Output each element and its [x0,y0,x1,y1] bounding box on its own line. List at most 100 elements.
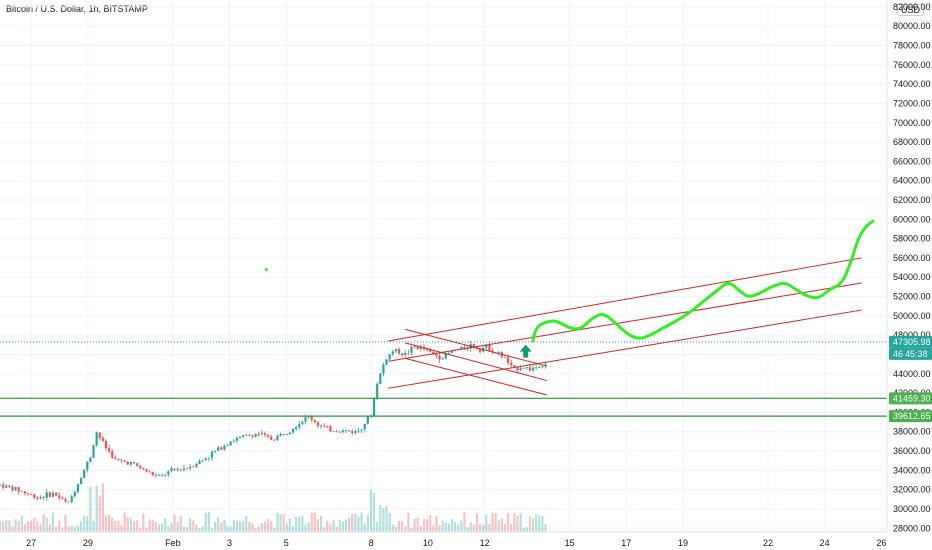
candle-body [179,469,182,471]
price-axis: 82000.00 80000.00 78000.00 76000.00 74000.00… [886,0,931,533]
time-tick-label: 3 [227,538,232,548]
volume-bar [332,520,335,532]
candle-body [204,458,207,460]
candlesticks [0,341,547,504]
volume-bar [372,492,376,532]
volume-bar [123,512,126,532]
candle-body [132,462,136,464]
price-tick-label: 36000.00 [893,446,931,456]
support-level-badge-bg [889,410,932,423]
candle-body [235,437,239,441]
candle-body [201,459,204,461]
volume-bar [185,527,189,532]
volume-bar [444,522,447,532]
candle-body [242,435,245,437]
volume-bar [438,525,441,532]
time-tick-label: 10 [423,538,433,548]
volume-bar [488,523,491,532]
time-tick-label: 26 [876,538,886,548]
candle-body [366,416,369,424]
candle-body [438,355,441,360]
volume-bar [70,525,73,532]
volume-bar [397,521,401,532]
volume-bar [26,521,30,532]
candle-body [45,492,48,498]
forecast-path [531,219,875,343]
volume-bar [117,520,120,532]
volume-bar [401,521,404,532]
candle-body [254,434,257,437]
price-tick-label: 64000.00 [893,176,931,186]
candle-body [541,366,544,368]
volume-bar [189,518,192,532]
ascending-channel-line [388,257,862,342]
volume-bar [108,514,111,532]
volume-bars [0,483,547,532]
countdown-badge: 46 45:38 [889,347,932,360]
candle-body [351,431,354,434]
volume-bar [210,527,214,532]
candle-body [357,430,360,432]
volume-bar [516,515,519,532]
volume-bar [351,514,354,532]
candle-body [123,460,126,462]
volume-bar [73,526,76,532]
descending-channel-line [405,342,548,382]
chart-title: Bitcoin / U.S. Dollar, 1h, BITSTAMP [6,4,148,14]
volume-bar [45,517,48,532]
candle-body [55,492,58,496]
volume-bar [245,516,248,532]
candle-body [26,493,30,495]
volume-bar [298,516,301,532]
volume-bar [8,520,11,532]
candle-body [2,484,5,488]
volume-bar [413,518,416,532]
candle-body [61,497,64,499]
volume-bar [360,512,363,532]
volume-bar [257,526,260,532]
candle-body [164,474,167,476]
volume-bar [482,525,485,532]
candle-body [525,367,528,368]
volume-bar [176,521,179,532]
volume-bar [407,512,410,532]
price-tick-label: 74000.00 [893,79,931,89]
volume-bar [17,520,20,532]
price-tick-label: 52000.00 [893,292,931,302]
time-tick-label: Feb [165,538,181,548]
volume-bar [344,519,348,532]
volume-bar [522,527,525,532]
volume-bar [192,520,195,532]
candle-body [64,498,67,502]
volume-bar [354,513,357,532]
volume-bar [154,521,157,532]
volume-bar [148,519,151,532]
price-tick-label: 76000.00 [893,60,931,70]
volume-bar [242,521,245,532]
candle-body [401,353,404,356]
candle-body [36,497,39,499]
volume-bar [142,513,145,532]
candle-body [226,445,229,447]
candle-body [394,348,397,352]
candle-body [335,431,338,433]
volume-bar [104,515,108,532]
candle-body [195,464,198,467]
currency-button[interactable]: USD [896,4,924,16]
volume-bar [503,523,507,532]
volume-bar [310,512,313,532]
volume-bar [531,518,535,532]
volume-bar [95,485,98,532]
price-tick-label: 38000.00 [893,427,931,437]
volume-bar [441,520,444,532]
candle-body [397,348,401,354]
volume-bar [348,517,351,532]
time-tick-label: 15 [565,538,575,548]
volume-bar [213,522,217,532]
volume-bar [510,524,513,532]
candle-body [89,457,92,463]
candle-body [379,373,382,384]
time-tick-label: 19 [678,538,688,548]
candle-body [8,485,11,487]
